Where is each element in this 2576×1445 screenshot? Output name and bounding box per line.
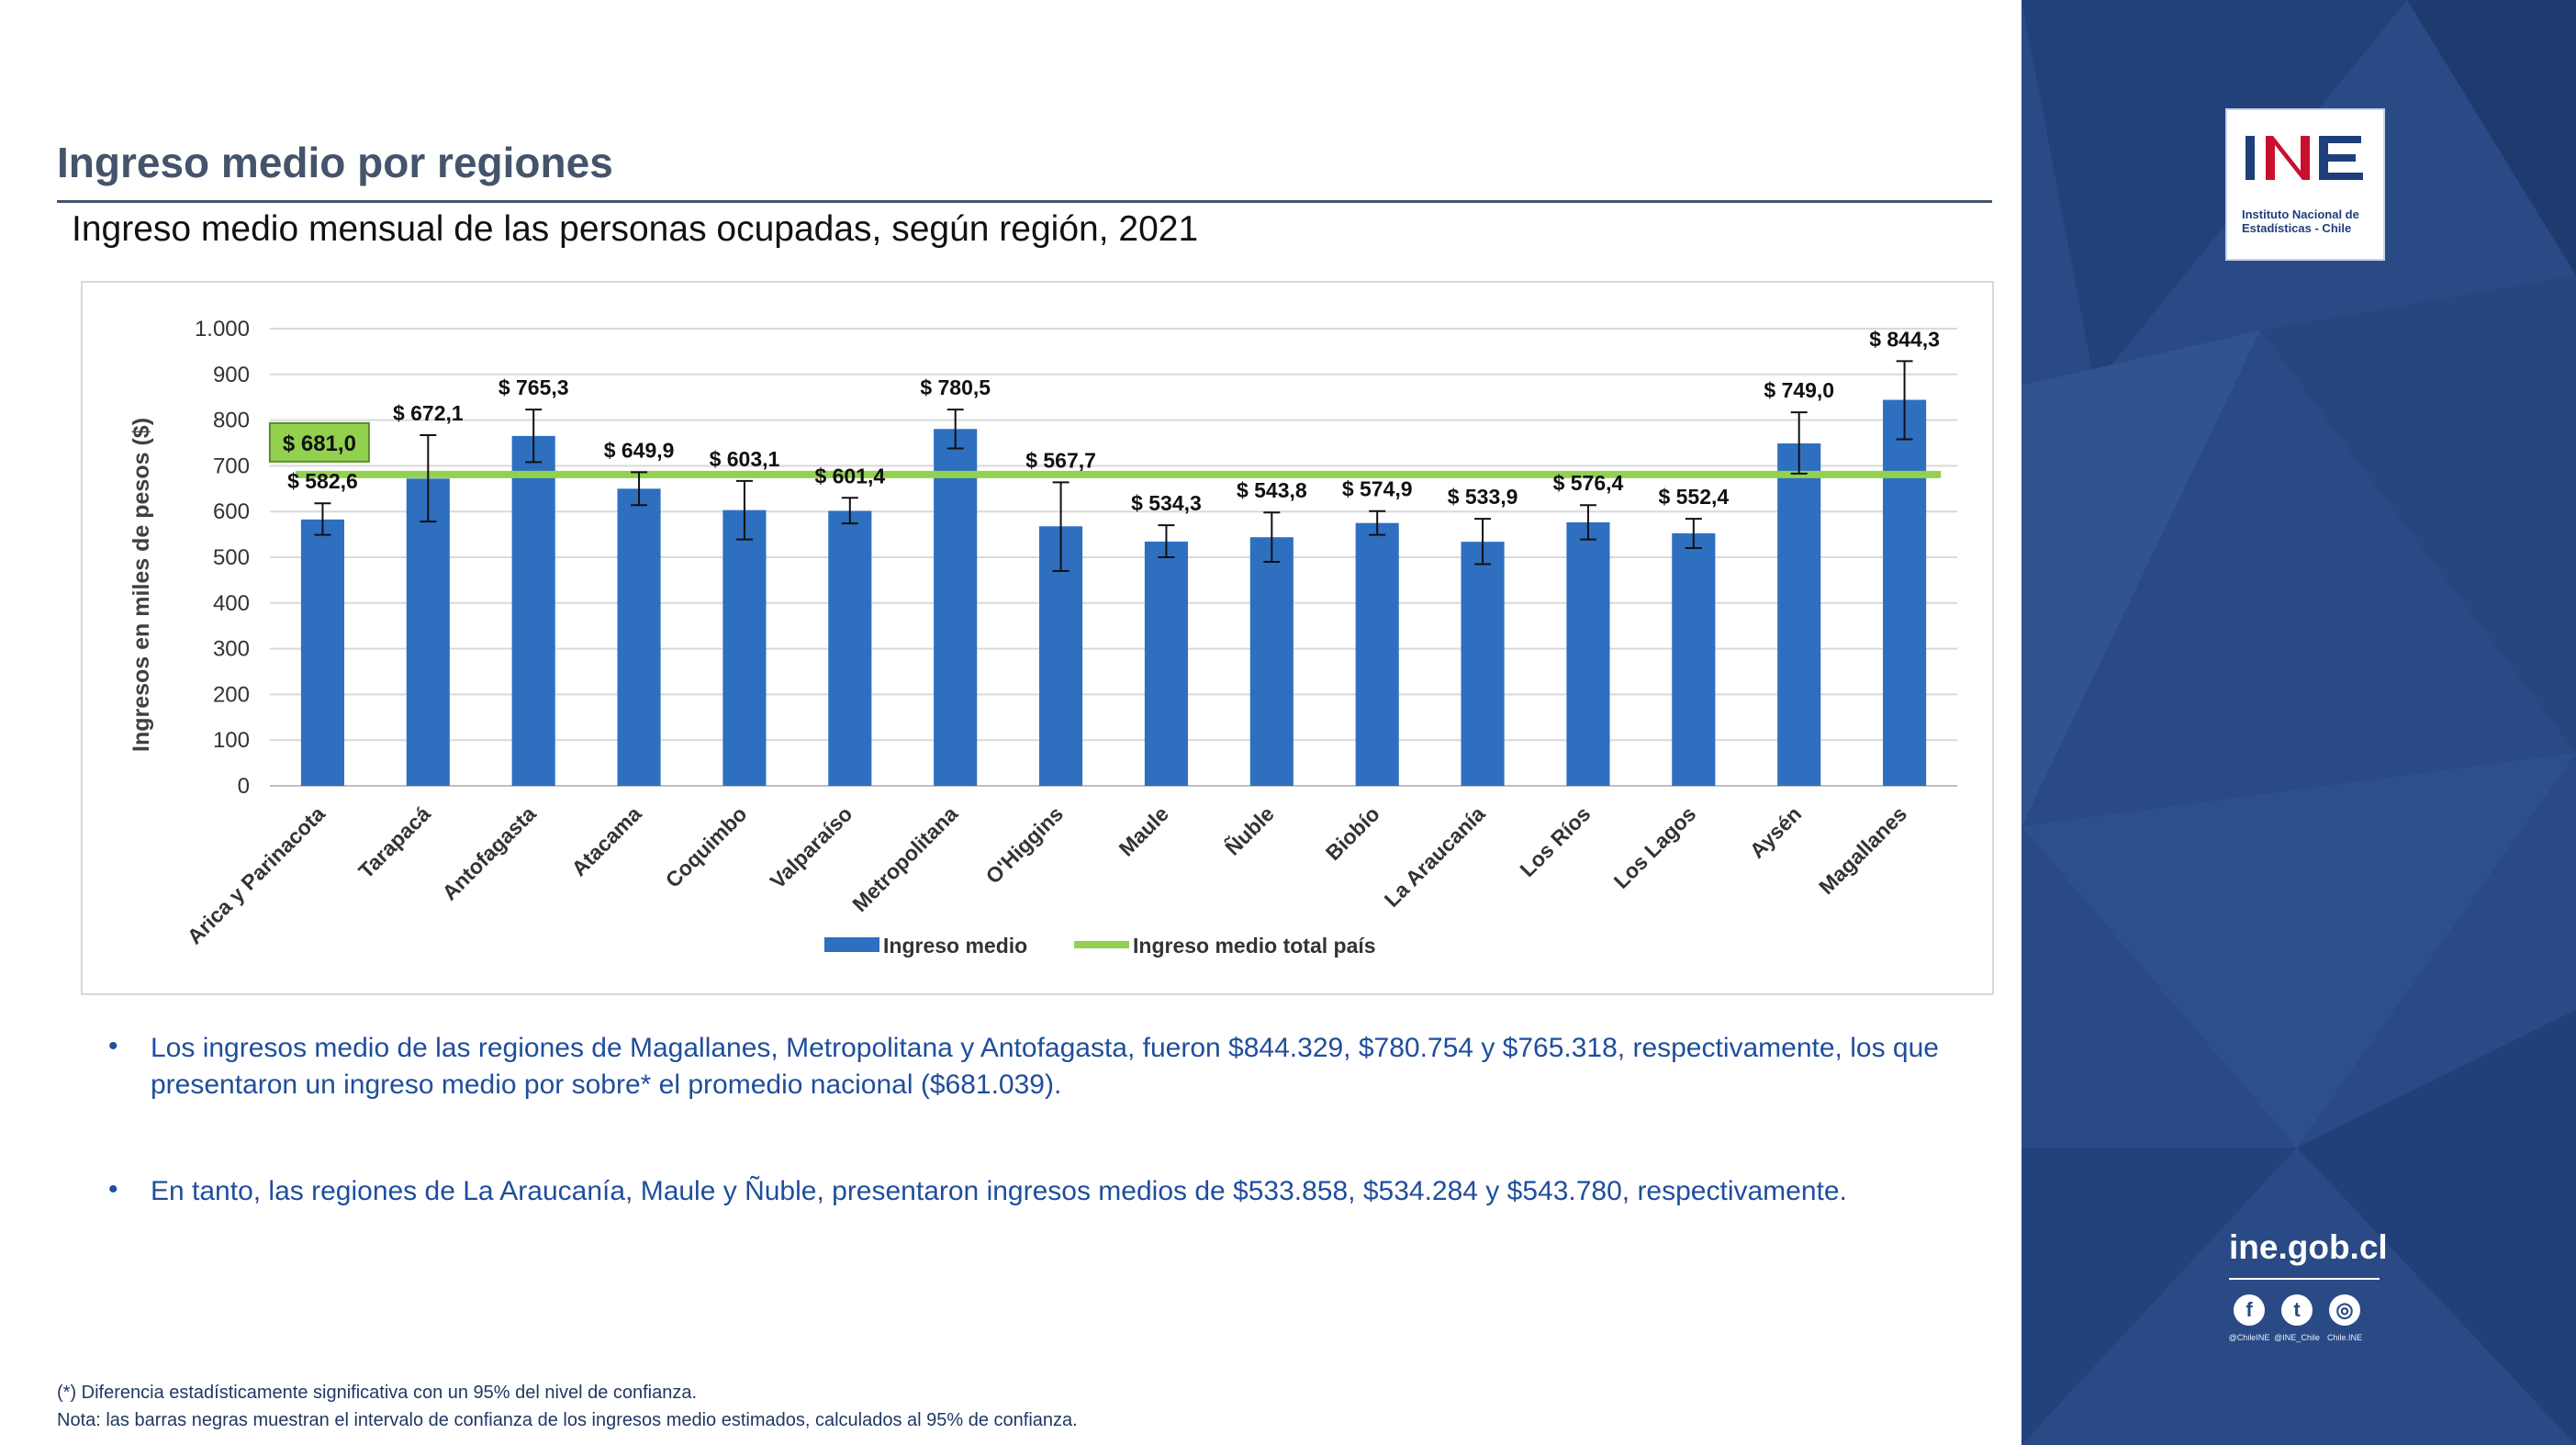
bar xyxy=(828,510,872,786)
bar xyxy=(1144,541,1188,786)
x-tick-label: Coquimbo xyxy=(661,801,752,892)
twitter-handle: @INE_Chile xyxy=(2274,1333,2320,1342)
x-tick-label: Aysén xyxy=(1745,801,1807,863)
x-tick-label: Maule xyxy=(1114,801,1172,860)
data-label: $ 576,4 xyxy=(1553,471,1624,495)
bar xyxy=(1672,532,1716,786)
instagram-icon: ◎ xyxy=(2329,1294,2360,1326)
bar xyxy=(1883,399,1927,786)
x-tick-label: La Araucanía xyxy=(1380,801,1490,912)
x-tick-label: Metropolitana xyxy=(847,801,962,916)
y-tick-label: 400 xyxy=(213,591,250,616)
bar-chart: 0 100 200 300 400 500 600 700 800 900 1.000 Ingreso… xyxy=(129,317,1957,958)
data-label: $ 603,1 xyxy=(710,447,780,471)
x-tick-label: Biobío xyxy=(1321,801,1384,865)
x-tick-label: Valparaíso xyxy=(766,801,857,893)
data-label: $ 765,3 xyxy=(498,375,569,399)
data-label: $ 574,9 xyxy=(1342,477,1413,501)
average-label-box xyxy=(268,421,370,463)
x-tick-label: Los Ríos xyxy=(1515,801,1595,881)
y-tick-label: 0 xyxy=(238,774,250,799)
data-label: $ 780,5 xyxy=(920,375,991,399)
y-tick-label: 1.000 xyxy=(195,317,250,342)
twitter-icon: t xyxy=(2281,1294,2313,1326)
data-label: $ 582,6 xyxy=(287,469,358,493)
ine-logo[interactable]: Instituto Nacional de Estadísticas - Chi… xyxy=(2225,108,2385,261)
sidebar-pattern xyxy=(2022,0,2576,1445)
legend-swatch-bars xyxy=(824,937,879,952)
y-tick-label: 200 xyxy=(213,682,250,707)
website-link[interactable]: ine.gob.cl xyxy=(2229,1228,2388,1266)
page-title: Ingreso medio por regiones xyxy=(57,139,613,186)
data-label: $ 534,3 xyxy=(1131,491,1202,515)
bar xyxy=(934,429,978,786)
x-tick-label: Magallanes xyxy=(1814,801,1911,899)
facebook-icon: f xyxy=(2234,1294,2265,1326)
y-tick-label: 900 xyxy=(213,363,250,387)
data-label: $ 567,7 xyxy=(1025,448,1096,472)
url-divider xyxy=(2229,1278,2380,1280)
bar xyxy=(1355,522,1399,786)
data-label: $ 844,3 xyxy=(1869,327,1940,351)
instagram-handle: Chile.INE xyxy=(2326,1333,2362,1342)
bar xyxy=(1461,542,1505,786)
chart-subtitle: Ingreso medio mensual de las personas oc… xyxy=(72,209,1199,249)
x-tick-label: Los Lagos xyxy=(1609,801,1701,893)
instagram-link[interactable]: ◎ Chile.INE xyxy=(2319,1294,2370,1342)
y-tick-label: 700 xyxy=(213,454,250,478)
y-tick-label: 100 xyxy=(213,728,250,753)
logo-caption: Instituto Nacional de Estadísticas - Chi… xyxy=(2242,207,2359,235)
bar xyxy=(1566,521,1610,786)
x-tick-label: Arica y Parinacota xyxy=(183,801,330,948)
bar xyxy=(1249,537,1294,786)
y-tick-label: 600 xyxy=(213,499,250,524)
title-divider xyxy=(57,200,1992,203)
ine-logo-mark xyxy=(2246,136,2363,180)
x-tick-label: Tarapacá xyxy=(353,801,435,883)
bullet-list: Los ingresos medio de las regiones de Ma… xyxy=(105,1028,2005,1210)
bullet-item: En tanto, las regiones de La Araucanía, … xyxy=(105,1171,2005,1210)
bar xyxy=(722,510,767,786)
sidebar-panel: Instituto Nacional de Estadísticas - Chi… xyxy=(2022,0,2576,1445)
data-label: $ 533,9 xyxy=(1448,485,1518,509)
bar xyxy=(617,488,661,786)
average-label: $ 681,0 xyxy=(283,431,356,456)
bullet-item: Los ingresos medio de las regiones de Ma… xyxy=(105,1028,2005,1103)
facebook-handle: @ChileINE xyxy=(2228,1333,2270,1342)
data-label: $ 649,9 xyxy=(604,438,675,462)
x-tick-label: O'Higgins xyxy=(981,801,1069,889)
footnote-confidence: Nota: las barras negras muestran el inte… xyxy=(57,1410,1078,1430)
bar xyxy=(511,435,555,786)
chart-container: 0 100 200 300 400 500 600 700 800 900 1.000 Ingreso… xyxy=(81,281,1994,995)
data-label: $ 749,0 xyxy=(1764,378,1834,402)
data-label: $ 543,8 xyxy=(1237,478,1307,502)
bar xyxy=(300,519,344,786)
bar xyxy=(406,478,450,786)
y-tick-label: 800 xyxy=(213,409,250,433)
twitter-link[interactable]: t @INE_Chile xyxy=(2271,1294,2323,1342)
x-tick-label: Atacama xyxy=(566,801,645,880)
x-tick-label: Ñuble xyxy=(1220,801,1279,859)
bar xyxy=(1777,442,1821,786)
y-tick-label: 500 xyxy=(213,545,250,570)
y-tick-label: 300 xyxy=(213,637,250,662)
legend-label-bars: Ingreso medio xyxy=(883,934,1027,958)
data-label: $ 672,1 xyxy=(393,401,464,425)
facebook-link[interactable]: f @ChileINE xyxy=(2223,1294,2275,1342)
footnote-significance: (*) Diferencia estadísticamente signific… xyxy=(57,1383,698,1403)
data-label: $ 552,4 xyxy=(1658,485,1729,509)
footnotes: (*) Diferencia estadísticamente signific… xyxy=(57,1379,1078,1434)
legend-label-average: Ingreso medio total país xyxy=(1133,934,1376,958)
data-label: $ 601,4 xyxy=(814,464,885,487)
y-axis-title: Ingresos en miles de pesos ($) xyxy=(129,418,154,752)
x-tick-label: Antofagasta xyxy=(437,801,541,905)
